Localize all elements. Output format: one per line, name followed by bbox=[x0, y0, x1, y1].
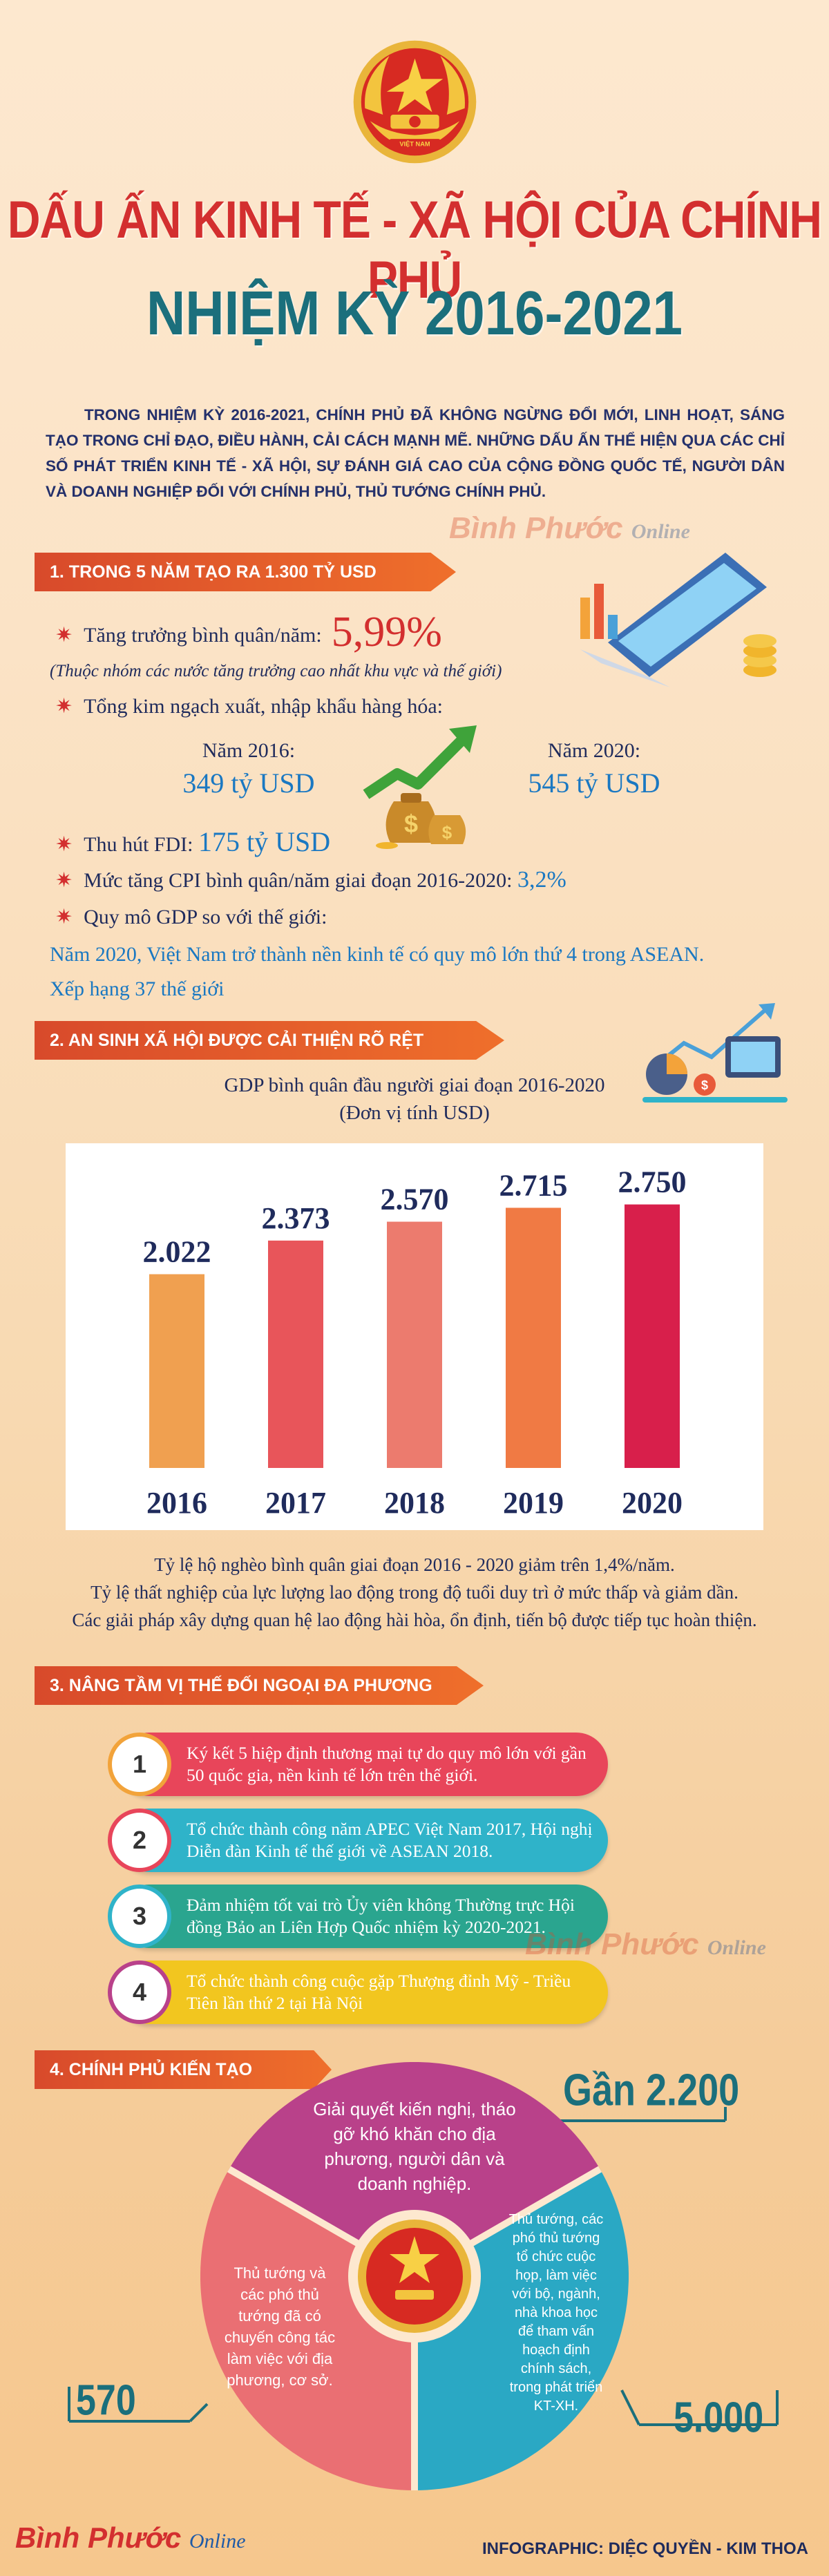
chart-caption-1: GDP bình quân đầu người giai đoạn 2016-2… bbox=[224, 1074, 605, 1096]
bar-2016 bbox=[149, 1274, 204, 1468]
year-2020-label: Năm 2020: bbox=[547, 739, 641, 762]
bar-value-label-2019: 2.715 bbox=[499, 1168, 568, 1202]
year-2016-value: 349 tỷ USD bbox=[182, 767, 315, 799]
item-text: Đảm nhiệm tốt vai trò Ủy viên không Thườ… bbox=[187, 1895, 575, 1937]
bar-value-label-2020: 2.750 bbox=[618, 1165, 687, 1199]
cpi-row: ✷ Mức tăng CPI bình quân/năm giai đoạn 20… bbox=[55, 867, 566, 893]
gdp-row: ✷ Quy mô GDP so với thế giới: bbox=[55, 906, 327, 928]
section4-header: 4. CHÍNH PHỦ KIẾN TẠO bbox=[35, 2050, 332, 2089]
government-pie: Giải quyết kiến nghị, tháo gỡ khó khăn c… bbox=[200, 2061, 629, 2490]
chart-caption-2: (Đơn vị tính USD) bbox=[339, 1102, 490, 1124]
item-number: 1 bbox=[108, 1733, 171, 1796]
count-top: Gần 2.200 bbox=[563, 2065, 740, 2115]
item-number: 4 bbox=[108, 1960, 171, 2024]
emblem-label: VIỆT NAM bbox=[399, 140, 430, 147]
diplomacy-item-3: 3 Đảm nhiệm tốt vai trò Ủy viên không Th… bbox=[108, 1885, 608, 1948]
item-number: 3 bbox=[108, 1885, 171, 1948]
footnote-3: Các giải pháp xây dựng quan hệ lao động … bbox=[72, 1610, 757, 1630]
fdi-value: 175 tỷ USD bbox=[198, 826, 331, 857]
bar-value-label-2018: 2.570 bbox=[381, 1183, 449, 1217]
item-text: Ký kết 5 hiệp định thương mại tự do quy … bbox=[187, 1743, 587, 1785]
national-emblem-icon: VIỆT NAM bbox=[353, 40, 477, 164]
star-bullet-icon: ✷ bbox=[55, 695, 73, 718]
main-title: DẤU ẤN KINH TẾ - XÃ HỘI CỦA CHÍNH PHỦ bbox=[7, 189, 822, 309]
laptop-chart-icon bbox=[580, 553, 776, 687]
money-bag-growth-icon: $ $ bbox=[363, 725, 477, 849]
government-pie-svg bbox=[200, 2061, 629, 2490]
year-2020-value: 545 tỷ USD bbox=[528, 767, 660, 799]
footer-brand: Bình Phước Online bbox=[15, 2521, 246, 2554]
count-left: 570 bbox=[76, 2376, 136, 2425]
bar-value-label-2016: 2.022 bbox=[143, 1235, 211, 1269]
item-text: Tổ chức thành công cuộc gặp Thượng đỉnh … bbox=[187, 1971, 571, 2013]
gdp-bar-chart-svg: 2.022 2016 2.373 2017 2.570 2018 2.715 2019 2.75… bbox=[143, 1165, 687, 1520]
svg-text:$: $ bbox=[404, 810, 418, 838]
x-tick-label-2018: 2018 bbox=[384, 1486, 445, 1520]
svg-text:$: $ bbox=[701, 1078, 708, 1092]
gdp-line-2: Xếp hạng 37 thế giới bbox=[50, 977, 225, 1000]
infographic-credit: INFOGRAPHIC: DIỆC QUYỀN - KIM THOA bbox=[482, 2539, 808, 2558]
main-subtitle: NHIỆM KỲ 2016-2021 bbox=[146, 278, 683, 348]
connector-line-left bbox=[68, 2387, 209, 2423]
star-bullet-icon: ✷ bbox=[55, 906, 73, 928]
cpi-value: 3,2% bbox=[517, 867, 566, 893]
x-tick-label-2020: 2020 bbox=[622, 1486, 683, 1520]
intro-paragraph: TRONG NHIỆM KỲ 2016-2021, CHÍNH PHỦ ĐÃ K… bbox=[46, 406, 785, 500]
star-bullet-icon: ✷ bbox=[55, 624, 73, 647]
segment-right-text: Thủ tướng, các phó thủ tướng tổ chức cuộ… bbox=[508, 2212, 604, 2414]
fdi-row: ✷ Thu hút FDI: 175 tỷ USD bbox=[55, 826, 331, 857]
diplomacy-item-1: 1 Ký kết 5 hiệp định thương mại tự do qu… bbox=[108, 1733, 608, 1796]
gdp-bar-chart: 2.022 2016 2.373 2017 2.570 2018 2.715 2019 2.75… bbox=[66, 1143, 763, 1530]
x-tick-label-2019: 2019 bbox=[503, 1486, 564, 1520]
watermark-mid: Bình Phước Online bbox=[525, 1927, 766, 1961]
star-bullet-icon: ✷ bbox=[55, 869, 73, 892]
diplomacy-item-4: 4 Tổ chức thành công cuộc gặp Thượng đỉn… bbox=[108, 1960, 608, 2024]
section2-header: 2. AN SINH XÃ HỘI ĐƯỢC CẢI THIỆN RÕ RỆT bbox=[35, 1021, 504, 1060]
section3-header: 3. NÂNG TẦM VỊ THẾ ĐỐI NGOẠI ĐA PHƯƠNG bbox=[35, 1666, 484, 1705]
segment-top-text: Giải quyết kiến nghị, tháo gỡ khó khăn c… bbox=[313, 2099, 516, 2194]
bar-2018 bbox=[387, 1221, 442, 1468]
x-tick-label-2017: 2017 bbox=[265, 1486, 326, 1520]
trade-row: ✷ Tổng kim ngạch xuất, nhập khẩu hàng hóa… bbox=[55, 695, 444, 718]
svg-text:$: $ bbox=[442, 822, 452, 843]
growth-row: ✷ Tăng trưởng bình quân/năm: 5,99% bbox=[55, 609, 442, 656]
bar-value-label-2017: 2.373 bbox=[262, 1201, 330, 1235]
watermark-top: Bình Phước Online bbox=[449, 511, 690, 545]
growth-value: 5,99% bbox=[331, 609, 442, 656]
gdp-line-1: Năm 2020, Việt Nam trở thành nền kinh tế… bbox=[50, 943, 705, 966]
bar-2020 bbox=[625, 1204, 680, 1468]
item-text: Tổ chức thành công năm APEC Việt Nam 201… bbox=[187, 1819, 593, 1861]
item-number: 2 bbox=[108, 1809, 171, 1872]
bar-2019 bbox=[506, 1208, 561, 1468]
star-bullet-icon: ✷ bbox=[55, 833, 73, 856]
year-2016-label: Năm 2016: bbox=[202, 739, 296, 762]
section1-header: 1. TRONG 5 NĂM TẠO RA 1.300 TỶ USD bbox=[35, 553, 456, 591]
segment-left-text: Thủ tướng và các phó thủ tướng đã có chu… bbox=[224, 2264, 336, 2389]
footnote-2: Tỷ lệ thất nghiệp của lực lượng lao động… bbox=[90, 1582, 739, 1603]
analytics-icon: $ bbox=[642, 1003, 788, 1103]
footnote-1: Tỷ lệ hộ nghèo bình quân giai đoạn 2016 … bbox=[154, 1554, 675, 1575]
bar-2017 bbox=[268, 1240, 323, 1468]
growth-note: (Thuộc nhóm các nước tăng trưởng cao nhấ… bbox=[50, 662, 502, 680]
diplomacy-item-2: 2 Tổ chức thành công năm APEC Việt Nam 2… bbox=[108, 1809, 608, 1872]
x-tick-label-2016: 2016 bbox=[146, 1486, 207, 1520]
connector-line-right bbox=[620, 2389, 779, 2426]
count-right: 5.000 bbox=[674, 2394, 764, 2442]
